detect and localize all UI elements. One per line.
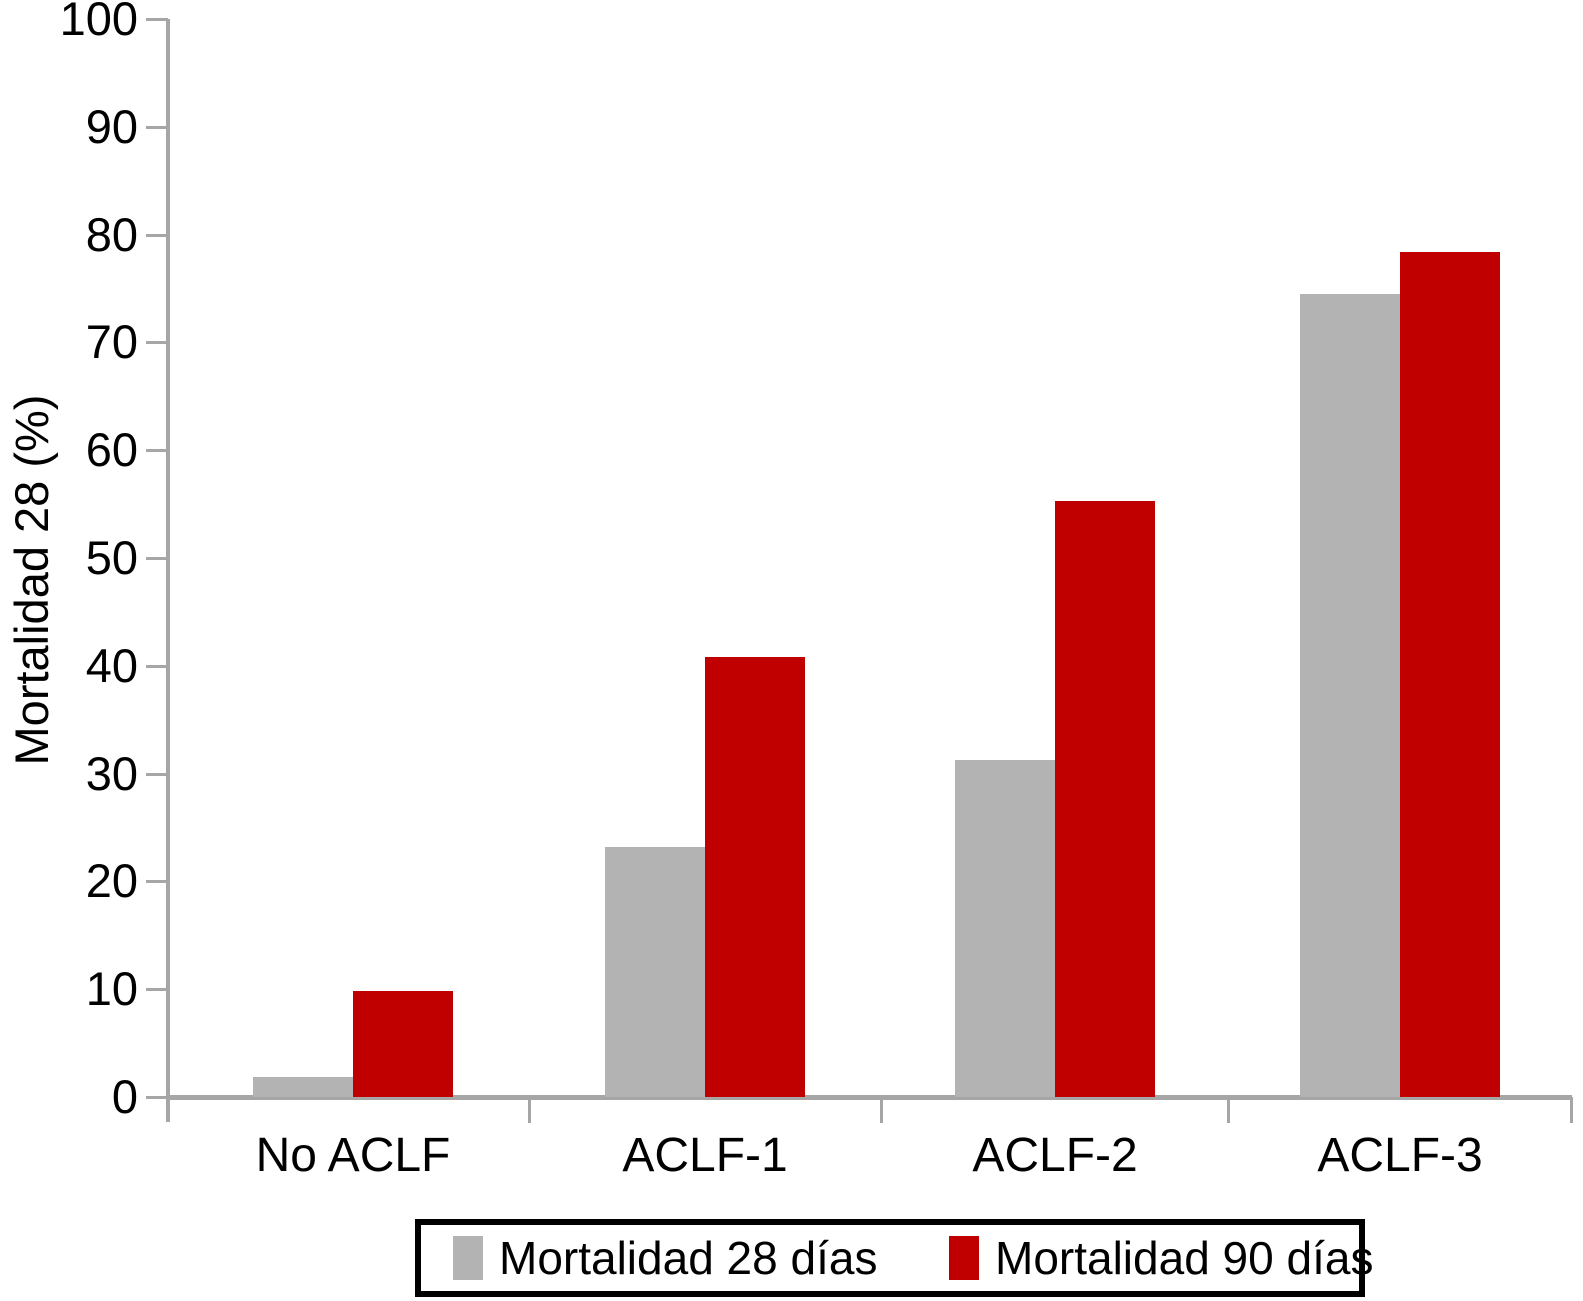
bar-mortalidad-90-dias-aclf-3 — [1400, 252, 1500, 1097]
x-axis-label-aclf-1: ACLF-1 — [622, 1129, 788, 1182]
x-tick-0 — [528, 1097, 531, 1123]
y-tick-label-0: 0 — [111, 1070, 138, 1123]
y-tick-20 — [146, 880, 168, 884]
y-axis-line — [166, 19, 170, 1122]
y-tick-label-90: 90 — [85, 99, 138, 153]
y-tick-0 — [146, 1096, 168, 1099]
y-tick-label-20: 20 — [85, 854, 138, 908]
y-tick-label-50: 50 — [85, 531, 138, 584]
y-tick-label-30: 30 — [85, 746, 138, 800]
x-tick-1 — [880, 1097, 883, 1123]
bar-mortalidad-90-dias-no-aclf — [353, 991, 453, 1097]
legend-swatch-mortalidad-90-dias — [949, 1236, 979, 1280]
y-tick-label-100: 100 — [59, 0, 138, 45]
y-tick-100 — [146, 18, 168, 21]
bar-mortalidad-90-dias-aclf-1 — [705, 657, 805, 1097]
legend: Mortalidad 28 días Mortalidad 90 días — [415, 1219, 1373, 1297]
bar-mortalidad-28-dias-aclf-1 — [605, 847, 705, 1097]
legend-label-mortalidad-90-dias: Mortalidad 90 días — [995, 1232, 1374, 1284]
x-axis-label-aclf-3: ACLF-3 — [1317, 1129, 1483, 1182]
y-tick-50 — [146, 557, 168, 560]
x-axis-label-no-aclf: No ACLF — [255, 1129, 451, 1182]
y-tick-60 — [146, 449, 168, 453]
x-axis-label-aclf-2: ACLF-2 — [972, 1129, 1138, 1182]
y-tick-label-10: 10 — [85, 962, 138, 1016]
y-tick-90 — [146, 125, 168, 129]
bar-mortalidad-28-dias-aclf-3 — [1300, 294, 1400, 1097]
y-tick-10 — [146, 988, 168, 992]
x-tick-2 — [1227, 1097, 1230, 1123]
y-tick-label-60: 60 — [85, 423, 138, 477]
bar-mortalidad-28-dias-no-aclf — [253, 1077, 353, 1097]
y-tick-label-40: 40 — [85, 638, 138, 692]
y-tick-70 — [146, 341, 168, 345]
x-axis-line — [166, 1095, 1572, 1100]
y-tick-80 — [146, 233, 168, 237]
y-tick-40 — [146, 664, 168, 668]
x-tick-3 — [1570, 1097, 1573, 1123]
y-tick-label-70: 70 — [85, 315, 138, 369]
bar-mortalidad-28-dias-aclf-2 — [955, 760, 1055, 1097]
y-tick-label-80: 80 — [85, 207, 138, 261]
y-tick-30 — [146, 772, 168, 776]
legend-swatch-mortalidad-28-dias — [453, 1236, 483, 1280]
legend-label-mortalidad-28-dias: Mortalidad 28 días — [499, 1232, 878, 1284]
bar-mortalidad-90-dias-aclf-2 — [1055, 501, 1155, 1097]
